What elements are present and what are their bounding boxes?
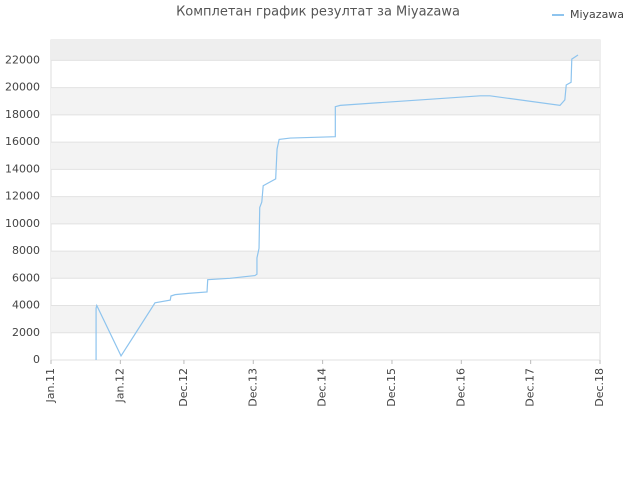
y-tick-label: 10000: [5, 217, 40, 230]
y-tick-label: 12000: [5, 190, 40, 203]
x-tick-label: Dec.14: [316, 368, 329, 407]
y-tick-label: 8000: [12, 244, 40, 257]
y-tick-label: 16000: [5, 135, 40, 148]
grid-band: [51, 196, 600, 224]
y-tick-label: 2000: [12, 326, 40, 339]
x-tick-label: Jan.11: [44, 368, 57, 403]
legend-label: Miyazawa: [570, 8, 624, 21]
grid-band: [51, 87, 600, 115]
line-series: [95, 54, 579, 360]
x-tick-label: Jan.12: [113, 368, 126, 403]
grid-band: [51, 40, 600, 61]
grid-band: [51, 305, 600, 333]
y-tick-label: 14000: [5, 162, 40, 175]
grid-band: [51, 142, 600, 170]
x-tick-label: Dec.16: [454, 368, 467, 407]
chart-title: Комплетан график резултат за Miyazawa: [176, 5, 460, 20]
y-tick-label: 18000: [5, 108, 40, 121]
x-tick-label: Dec.13: [246, 368, 259, 407]
grid-band: [51, 251, 600, 279]
y-tick-label: 0: [33, 353, 40, 366]
y-tick-label: 20000: [5, 81, 40, 94]
x-tick-label: Dec.18: [593, 368, 606, 407]
y-tick-label: 22000: [5, 53, 40, 66]
y-tick-label: 6000: [12, 271, 40, 284]
y-tick-label: 4000: [12, 299, 40, 312]
x-tick-label: Dec.15: [385, 368, 398, 407]
x-tick-label: Dec.12: [177, 368, 190, 407]
x-tick-label: Dec.17: [524, 368, 537, 407]
